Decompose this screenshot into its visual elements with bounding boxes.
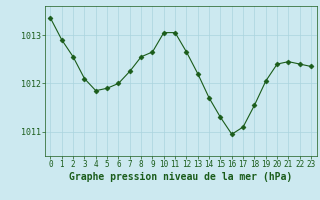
X-axis label: Graphe pression niveau de la mer (hPa): Graphe pression niveau de la mer (hPa) [69,172,292,182]
